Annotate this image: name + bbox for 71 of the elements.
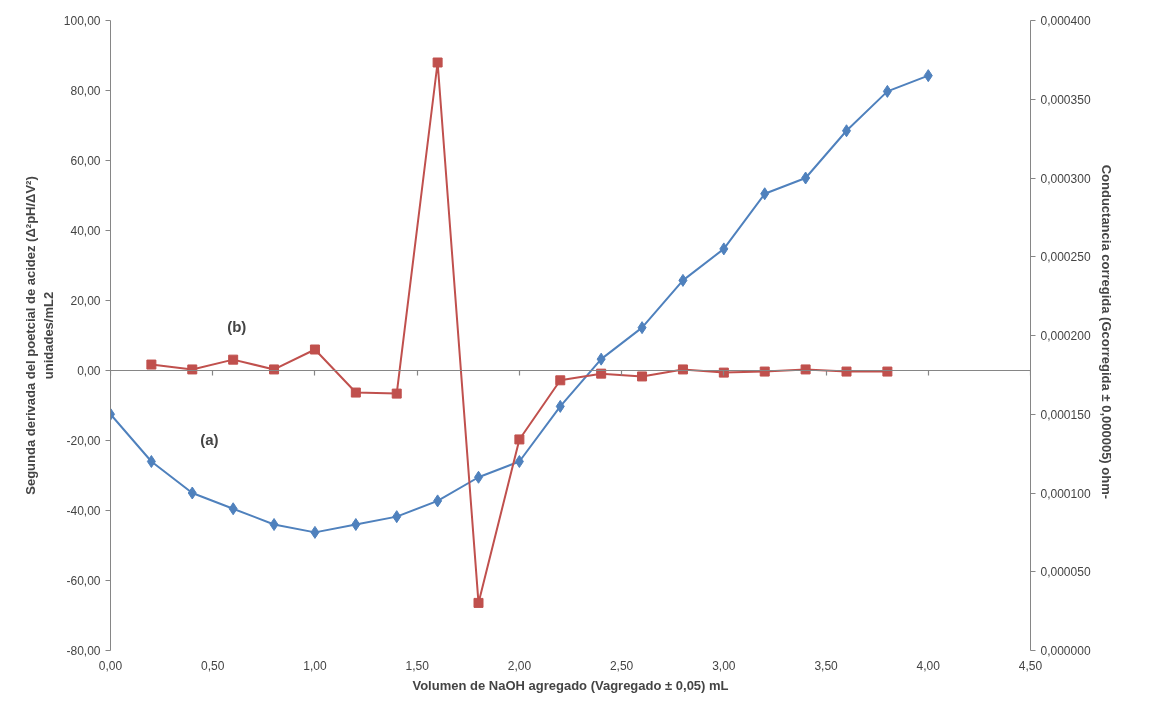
point: [719, 242, 729, 256]
point: [760, 187, 770, 201]
point: [350, 387, 361, 398]
x-tick-label: 0,50: [201, 658, 225, 673]
point: [596, 352, 606, 366]
y-tick-label: 20,00: [70, 294, 101, 308]
y2-tick-label: 0,000100: [1040, 486, 1091, 501]
y-axis-title: Segunda derivada del poetcial de acidez (Δ²pH/ΔV²) unidades/mL2: [22, 176, 56, 495]
x-tick-label: 4,50: [1018, 658, 1043, 673]
point: [187, 364, 198, 375]
point: [433, 494, 443, 508]
point: [146, 359, 157, 370]
point: [514, 455, 524, 468]
y-tick-label: 40,00: [70, 224, 101, 238]
x-tick-label: 1,00: [303, 658, 327, 673]
y-tick-label: 80,00: [70, 84, 101, 98]
y-tick-label: -20,00: [66, 434, 101, 448]
point: [391, 388, 402, 399]
point: [555, 375, 566, 386]
y2-tick-label: 0,000400: [1040, 14, 1091, 28]
point: [841, 366, 852, 377]
x-tick-label: 3,50: [814, 658, 839, 673]
y-tick-label: -60,00: [66, 574, 101, 588]
point: [718, 367, 729, 378]
point: [269, 518, 279, 531]
point: [187, 486, 197, 500]
point: [882, 84, 892, 98]
x-axis-title: Volumen de NaOH agregado (Vagregado ± 0,05) mL: [412, 677, 729, 693]
y-tick-label: 60,00: [70, 154, 101, 168]
point: [309, 344, 320, 355]
point: [269, 364, 280, 375]
x-tick-label: 0,00: [98, 658, 123, 673]
y2-tick-label: 0,000150: [1040, 407, 1091, 422]
point: [677, 364, 688, 375]
point: [596, 368, 607, 379]
y2-tick-label: 0,000300: [1040, 171, 1091, 186]
point: [228, 354, 239, 365]
point: [351, 518, 361, 531]
point: [923, 69, 933, 83]
point: [473, 597, 484, 608]
y-tick-label: -40,00: [66, 504, 101, 518]
point: [228, 502, 238, 516]
point: [759, 366, 770, 377]
y2-tick-label: 0,000250: [1040, 250, 1091, 265]
point: [801, 171, 811, 185]
y-tick-label: 100,00: [63, 14, 101, 28]
x-tick-label: 2,50: [609, 658, 634, 673]
point: [514, 434, 525, 445]
point: [432, 57, 443, 68]
x-tick-label: 4,00: [916, 658, 941, 673]
x-tick-label: 1,50: [405, 658, 430, 673]
x-tick-label: 3,00: [712, 658, 736, 673]
y-tick-label: 0,00: [77, 364, 101, 378]
point: [882, 366, 893, 377]
y2-tick-label: 0,000200: [1040, 329, 1091, 343]
x-tick-label: 2,00: [507, 658, 532, 673]
point: [555, 399, 565, 413]
point: [800, 364, 811, 375]
y2-tick-label: 0,000350: [1040, 92, 1091, 107]
point: [310, 525, 320, 539]
y-tick-label: -80,00: [66, 644, 101, 658]
point: [637, 371, 648, 382]
point: [678, 273, 688, 287]
y2-axis-title: Conductancia corregida (Gcorregida ± 0,000005) ohm-: [1098, 164, 1114, 500]
text: (a): [200, 431, 219, 448]
point: [637, 321, 647, 335]
point: [146, 455, 156, 468]
y2-tick-label: 0,000050: [1040, 565, 1091, 580]
series-label: (b): [227, 317, 247, 335]
y2-tick-label: 0,000000: [1040, 644, 1091, 658]
point: [392, 510, 402, 524]
